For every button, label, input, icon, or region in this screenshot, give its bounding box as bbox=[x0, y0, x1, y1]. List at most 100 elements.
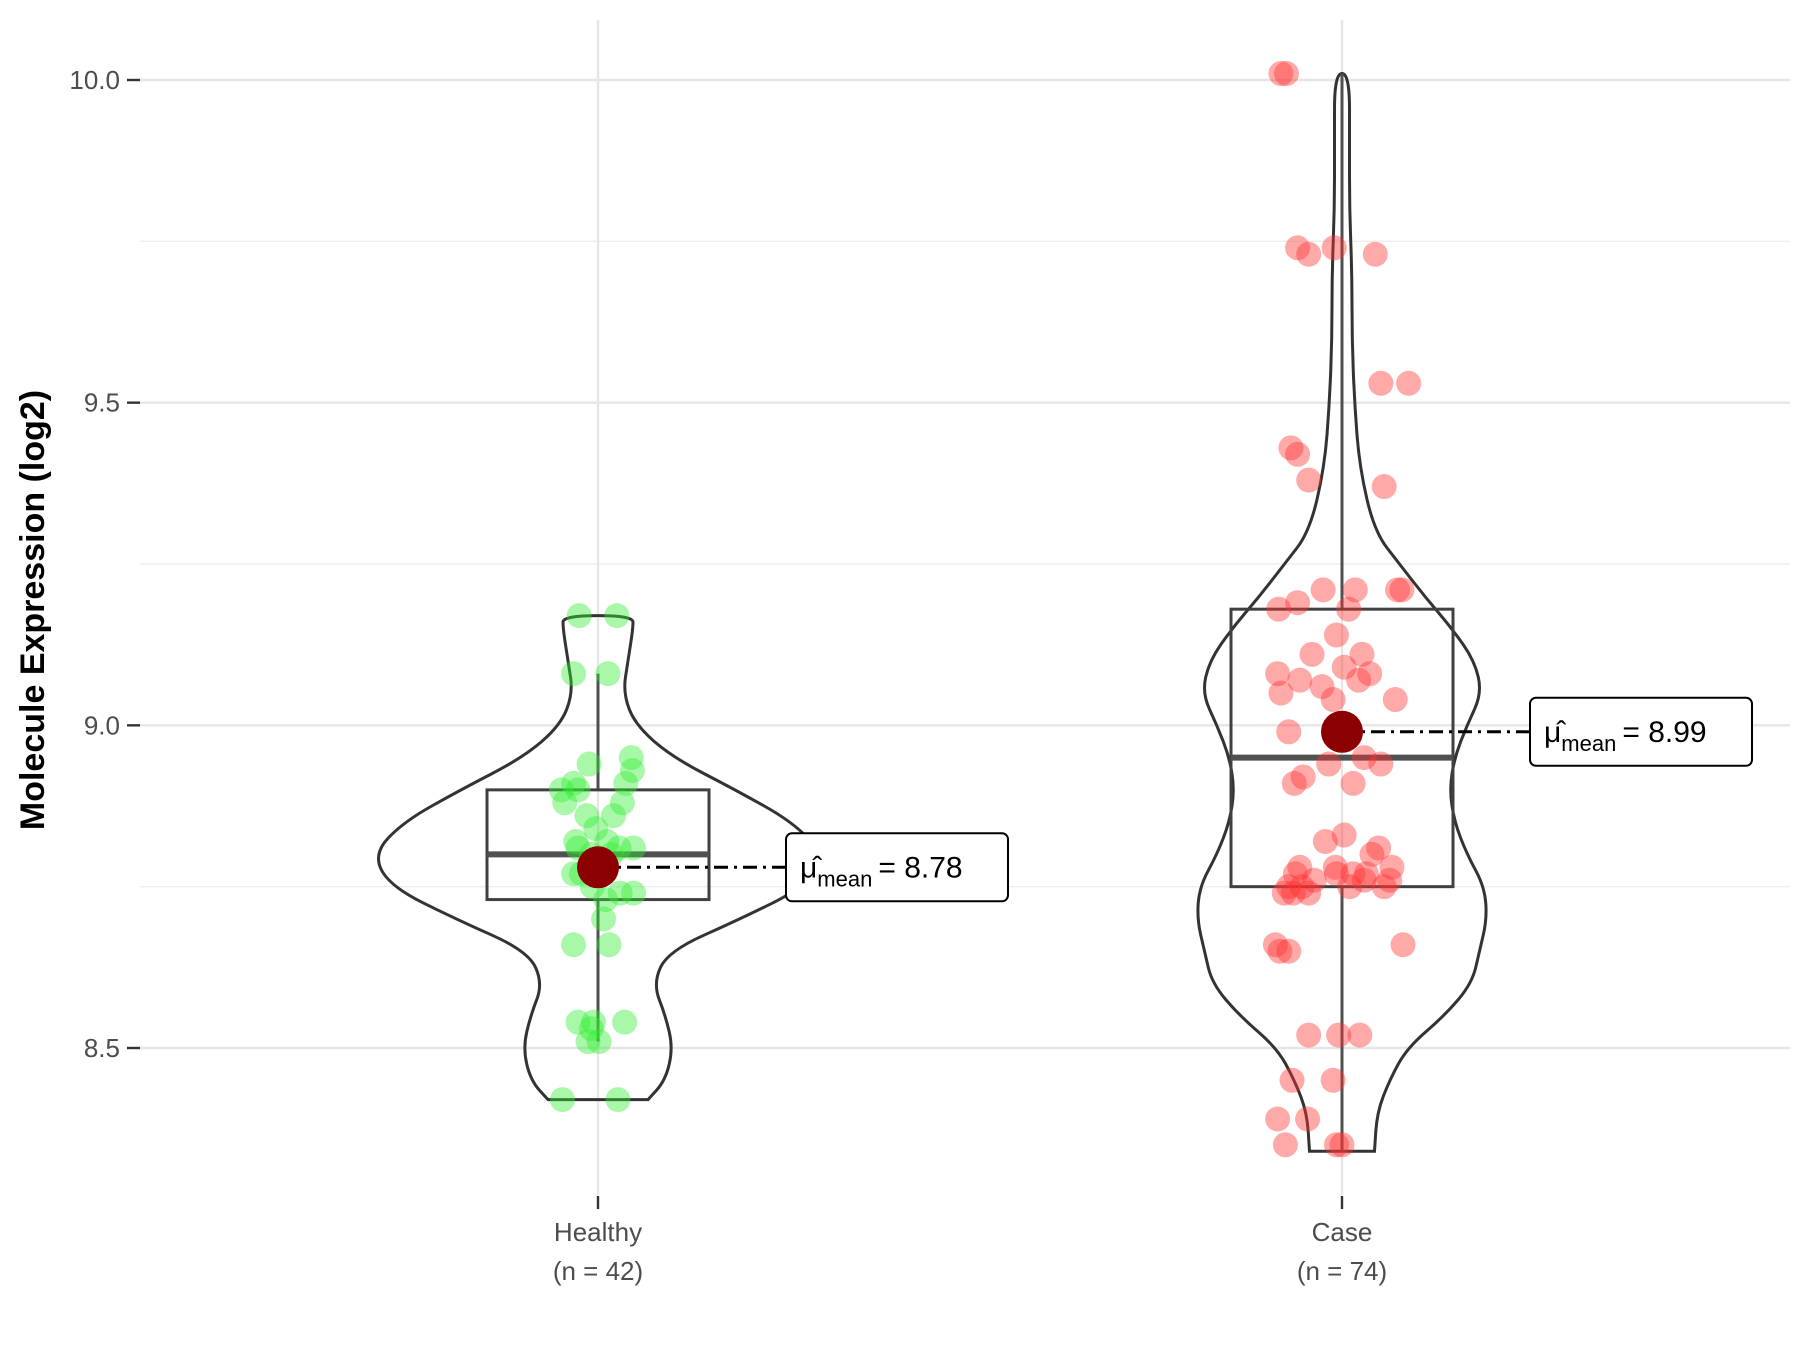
data-point bbox=[1320, 1067, 1346, 1093]
data-point bbox=[591, 906, 617, 932]
data-point bbox=[605, 1087, 631, 1113]
data-point bbox=[563, 828, 589, 854]
data-point bbox=[1296, 467, 1322, 493]
data-point bbox=[576, 751, 602, 777]
data-point bbox=[1342, 577, 1368, 603]
mean-label-box bbox=[1529, 696, 1753, 767]
data-point bbox=[1281, 770, 1307, 796]
data-point bbox=[1271, 880, 1297, 906]
data-point bbox=[1312, 828, 1338, 854]
data-point bbox=[549, 1087, 575, 1113]
data-point bbox=[1371, 474, 1397, 500]
data-point bbox=[593, 887, 619, 913]
data-point bbox=[1266, 596, 1292, 622]
data-point bbox=[1280, 880, 1306, 906]
data-point bbox=[601, 803, 627, 829]
data-point bbox=[1321, 235, 1347, 261]
data-point bbox=[1362, 241, 1388, 267]
data-point bbox=[1379, 854, 1405, 880]
data-point bbox=[1278, 435, 1304, 461]
data-point bbox=[1336, 596, 1362, 622]
data-point bbox=[1368, 370, 1394, 396]
boxplots bbox=[485, 73, 1455, 1152]
mean-label-box bbox=[785, 832, 1009, 903]
data-point bbox=[1276, 719, 1302, 745]
data-point bbox=[1289, 874, 1315, 900]
data-point bbox=[621, 880, 647, 906]
data-point bbox=[1331, 822, 1357, 848]
data-point bbox=[1268, 61, 1294, 87]
mean-markers: μ̂mean = 8.78μ̂mean = 8.99 bbox=[577, 696, 1753, 903]
data-point bbox=[1316, 751, 1342, 777]
data-point bbox=[1287, 667, 1313, 693]
data-point bbox=[1340, 861, 1366, 887]
data-point bbox=[586, 1029, 612, 1055]
data-point bbox=[1285, 441, 1311, 467]
data-point bbox=[1340, 770, 1366, 796]
data-point bbox=[1299, 641, 1325, 667]
data-point bbox=[1351, 867, 1377, 893]
data-point bbox=[1276, 938, 1302, 964]
mean-label-subscript: mean bbox=[817, 866, 872, 891]
data-point bbox=[565, 777, 591, 803]
data-point bbox=[1382, 687, 1408, 713]
data-point bbox=[1276, 874, 1302, 900]
data-point bbox=[1385, 577, 1410, 603]
box-healthy bbox=[485, 788, 711, 902]
mean-point bbox=[1321, 710, 1363, 753]
data-point bbox=[578, 1016, 604, 1042]
data-point bbox=[561, 661, 587, 687]
data-point bbox=[575, 1029, 601, 1055]
violins bbox=[377, 72, 1488, 1153]
data-point bbox=[1389, 577, 1415, 603]
data-point bbox=[621, 835, 647, 861]
data-point bbox=[1377, 867, 1403, 893]
data-point bbox=[1331, 654, 1357, 680]
data-point bbox=[1262, 932, 1288, 958]
data-point bbox=[1265, 1106, 1291, 1132]
data-point bbox=[1323, 1132, 1349, 1158]
x-tick-label: Case bbox=[1312, 1217, 1373, 1247]
data-point bbox=[1274, 61, 1299, 87]
mean-label-value: = 8.78 bbox=[878, 851, 962, 884]
data-points bbox=[548, 61, 1422, 1158]
data-point bbox=[604, 603, 630, 629]
x-tick-count-label: (n = 42) bbox=[553, 1256, 643, 1286]
data-point bbox=[609, 790, 635, 816]
mean-label-mu: μ̂ bbox=[1544, 716, 1566, 749]
data-point bbox=[1357, 661, 1383, 687]
data-point bbox=[566, 603, 592, 629]
data-point bbox=[1295, 1106, 1321, 1132]
data-point bbox=[1323, 861, 1349, 887]
data-point bbox=[1272, 1132, 1298, 1158]
data-point bbox=[1371, 874, 1397, 900]
data-point bbox=[1282, 861, 1308, 887]
data-point bbox=[561, 932, 587, 958]
mean-point bbox=[577, 846, 619, 889]
data-point bbox=[607, 880, 633, 906]
data-point bbox=[596, 932, 622, 958]
data-point bbox=[1290, 764, 1316, 790]
data-point bbox=[1310, 577, 1336, 603]
x-tick-count-label: (n = 74) bbox=[1297, 1256, 1387, 1286]
data-point bbox=[1351, 745, 1377, 771]
box-case bbox=[1229, 607, 1455, 889]
x-tick-label: Healthy bbox=[554, 1217, 642, 1247]
data-point bbox=[1347, 1022, 1373, 1048]
data-point bbox=[583, 816, 609, 842]
data-point bbox=[1322, 854, 1348, 880]
mean-label-mu: μ̂ bbox=[800, 851, 822, 884]
data-point bbox=[1368, 751, 1394, 777]
data-point bbox=[1346, 667, 1372, 693]
data-point bbox=[1268, 680, 1294, 706]
data-point bbox=[618, 745, 644, 771]
data-point bbox=[581, 1009, 607, 1035]
data-point bbox=[1301, 867, 1327, 893]
data-point bbox=[574, 803, 600, 829]
data-point bbox=[565, 1009, 591, 1035]
data-point bbox=[552, 790, 578, 816]
y-tick-label: 9.0 bbox=[84, 710, 120, 740]
data-point bbox=[612, 1009, 638, 1035]
data-point bbox=[1287, 854, 1313, 880]
mean-label: μ̂mean = 8.99 bbox=[1544, 716, 1707, 756]
